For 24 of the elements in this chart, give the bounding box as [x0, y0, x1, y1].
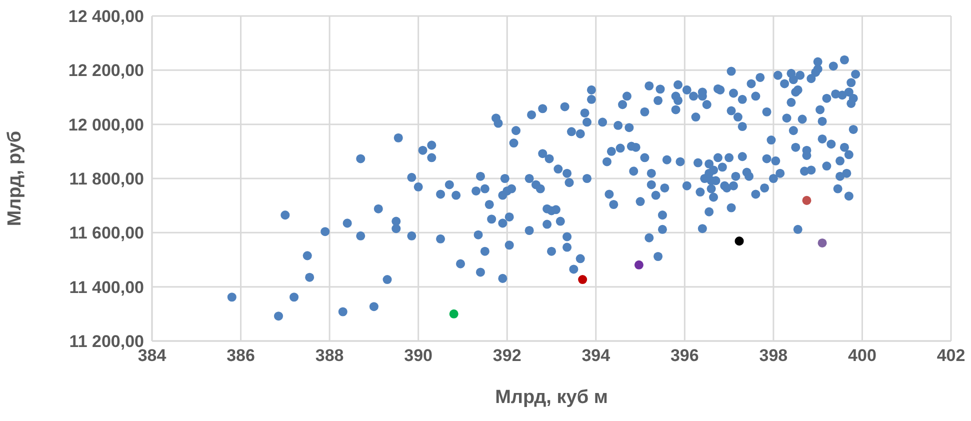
x-axis-title: Млрд, куб м [495, 387, 608, 408]
x-tick-label: 396 [670, 346, 699, 366]
point [802, 196, 812, 205]
point [734, 236, 744, 246]
x-tick-label: 384 [138, 346, 167, 366]
point [449, 309, 458, 318]
point [634, 260, 644, 270]
point [818, 238, 827, 248]
x-tick-label: 386 [226, 346, 255, 366]
x-tick-label: 400 [848, 346, 876, 366]
y-tick-label: 11 800,00 [69, 170, 144, 189]
y-tick-label: 12 400,00 [68, 7, 144, 26]
y-tick-label: 12 200,00 [68, 61, 144, 80]
y-tick-label: 11 400,00 [69, 278, 144, 297]
x-tick-label: 402 [936, 346, 966, 366]
x-tick-label: 398 [759, 346, 788, 366]
x-tick-label: 392 [492, 346, 522, 366]
x-tick-label: 394 [582, 346, 611, 366]
y-tick-label: 11 600,00 [69, 224, 144, 243]
y-axis-title: Млрд, руб [4, 130, 26, 226]
point [578, 275, 588, 284]
y-tick-label: 12 000,00 [68, 115, 144, 134]
x-tick-label: 388 [315, 346, 344, 366]
x-tick-label: 390 [404, 346, 433, 366]
